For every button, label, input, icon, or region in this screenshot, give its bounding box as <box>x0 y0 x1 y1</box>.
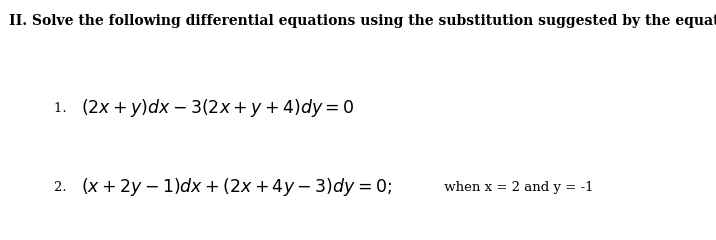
Text: when x = 2 and y = -1: when x = 2 and y = -1 <box>440 181 594 194</box>
Text: 2.: 2. <box>54 181 71 194</box>
Text: $(x + 2y - 1)dx + (2x + 4y - 3)dy = 0;$: $(x + 2y - 1)dx + (2x + 4y - 3)dy = 0;$ <box>81 176 392 198</box>
Text: II. Solve the following differential equations using the substitution suggested : II. Solve the following differential equ… <box>9 14 716 28</box>
Text: 1.: 1. <box>54 102 71 114</box>
Text: $(2x + y)dx - 3(2x + y + 4)dy = 0$: $(2x + y)dx - 3(2x + y + 4)dy = 0$ <box>81 97 354 119</box>
